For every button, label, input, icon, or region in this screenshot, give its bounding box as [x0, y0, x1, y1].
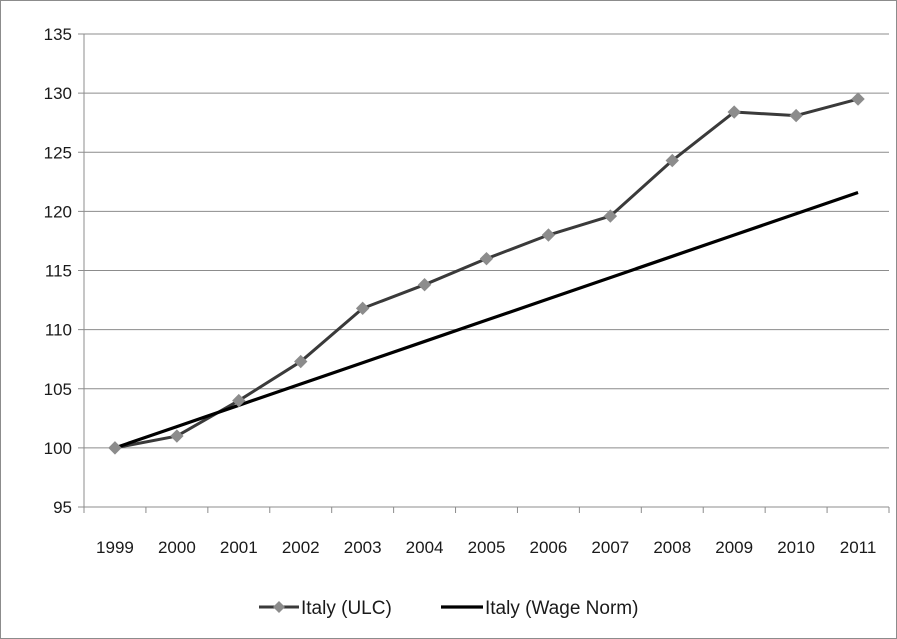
- y-tick-label: 135: [44, 25, 72, 44]
- x-tick-label: 2002: [282, 538, 320, 557]
- x-tick-label: 2008: [653, 538, 691, 557]
- data-point-italy-ulc: [170, 429, 184, 443]
- x-tick-label: 2010: [777, 538, 815, 557]
- data-point-italy-ulc: [355, 301, 370, 316]
- x-tick-label: 2003: [344, 538, 382, 557]
- series-lines: [114, 97, 859, 450]
- data-point-italy-ulc: [727, 105, 741, 119]
- x-tick-label: 2006: [530, 538, 568, 557]
- x-axis-tick-labels: 1999 2000 2001 2002 2003 2004 2005 2006 2007 2008…: [96, 538, 876, 557]
- data-point-italy-ulc: [541, 228, 556, 242]
- y-tick-label: 100: [44, 439, 72, 458]
- data-point-italy-ulc: [479, 251, 494, 266]
- data-point-italy-ulc: [417, 277, 432, 292]
- y-tick-label: 110: [45, 321, 72, 340]
- x-tick-label: 2001: [220, 538, 258, 557]
- x-tick-label: 2005: [468, 538, 506, 557]
- x-tick-label: 2000: [158, 538, 196, 557]
- series-line-italy-ulc: [114, 97, 859, 450]
- x-tick-label: 1999: [96, 538, 134, 557]
- data-point-italy-ulc: [108, 441, 122, 455]
- y-tick-label: 125: [44, 143, 72, 162]
- series-line-italy-wage-norm: [114, 190, 859, 450]
- data-point-italy-ulc: [851, 92, 865, 106]
- data-point-italy-ulc: [665, 153, 679, 168]
- legend-label-italy-ulc: Italy (ULC): [301, 598, 392, 619]
- x-tick-label: 2009: [715, 538, 753, 557]
- gridlines: [84, 33, 889, 449]
- x-tick-label: 2007: [591, 538, 629, 557]
- legend-marker-italy-ulc: [273, 601, 285, 613]
- y-axis-tick-labels: 95 100 105 110 115 120 125 130 135: [44, 25, 72, 517]
- x-tick-label: 2011: [840, 538, 877, 557]
- y-tick-label: 105: [44, 380, 72, 399]
- series-markers: [108, 92, 865, 455]
- data-point-italy-ulc: [294, 354, 308, 369]
- legend: Italy (ULC) Italy (Wage Norm): [259, 598, 638, 619]
- y-tick-label: 115: [45, 262, 72, 281]
- data-point-italy-ulc: [789, 108, 803, 123]
- y-tick-label: 120: [44, 202, 72, 221]
- legend-label-italy-wage-norm: Italy (Wage Norm): [485, 598, 638, 619]
- y-tick-label: 130: [44, 84, 72, 103]
- data-point-italy-ulc: [232, 393, 246, 408]
- x-tick-label: 2004: [406, 538, 444, 557]
- y-tick-label: 95: [53, 498, 72, 517]
- data-point-italy-ulc: [603, 209, 618, 223]
- axes: [78, 33, 890, 513]
